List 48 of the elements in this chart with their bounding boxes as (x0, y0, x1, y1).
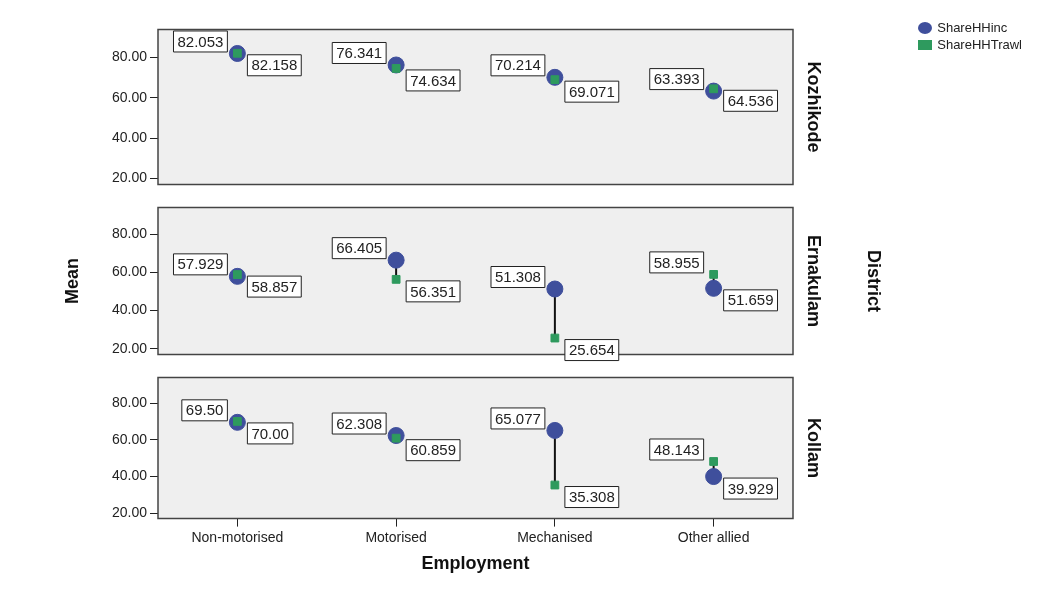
data-label: 57.929 (177, 255, 224, 273)
data-label: 58.857 (251, 277, 298, 295)
x-tick-label: Non-motorised (191, 528, 284, 545)
x-tick-label: Other allied (677, 528, 750, 545)
text: Kollam (802, 417, 824, 479)
y-tick-label: 80.00 (111, 225, 148, 242)
data-label: 76.341 (336, 44, 383, 62)
data-label: 62.308 (336, 414, 383, 432)
data-label: 69.50 (185, 401, 224, 419)
y-tick-label: 80.00 (111, 393, 148, 410)
data-label: 51.659 (727, 291, 774, 309)
y-tick-label: 20.00 (111, 339, 148, 356)
text: District (862, 249, 884, 313)
y-tick-label: 20.00 (111, 503, 148, 520)
data-label: 65.077 (495, 409, 541, 427)
y-tick-label: 20.00 (111, 169, 148, 186)
legend-label: ShareHHinc (937, 20, 1008, 35)
data-label: 82.053 (177, 32, 224, 50)
data-label: 70.214 (495, 56, 541, 74)
y-tick-label: 40.00 (111, 129, 148, 146)
data-label: 56.351 (410, 282, 457, 300)
x-axis-title: Employment (421, 553, 530, 574)
data-label: 48.143 (653, 440, 700, 458)
data-label: 70.00 (251, 424, 289, 442)
data-label: 25.654 (568, 341, 615, 359)
y-tick-label: 40.00 (111, 467, 148, 484)
data-label: 58.955 (653, 253, 700, 271)
data-label: 66.405 (336, 239, 383, 257)
data-label: 69.071 (568, 82, 615, 100)
text: Kozhikode (802, 61, 824, 153)
text: Ernakulam (802, 234, 824, 328)
data-label: 39.929 (727, 479, 774, 497)
y-tick-label: 60.00 (111, 430, 148, 447)
data-label: 63.393 (653, 70, 700, 88)
data-label: 74.634 (410, 71, 457, 89)
y-tick-label: 80.00 (111, 48, 148, 65)
data-label: 35.308 (568, 488, 615, 506)
x-tick-label: Mechanised (517, 528, 593, 545)
legend-label: ShareHHTrawl (937, 37, 1022, 52)
data-label: 64.536 (727, 91, 774, 109)
x-tick-label: Motorised (365, 528, 427, 545)
y-tick-label: 40.00 (111, 301, 148, 318)
data-label: 51.308 (495, 268, 541, 286)
y-tick-label: 60.00 (111, 263, 148, 280)
data-label: 82.158 (251, 56, 298, 74)
data-label: 60.859 (410, 441, 457, 459)
y-axis-title: Mean (61, 257, 82, 305)
y-tick-label: 60.00 (111, 88, 148, 105)
